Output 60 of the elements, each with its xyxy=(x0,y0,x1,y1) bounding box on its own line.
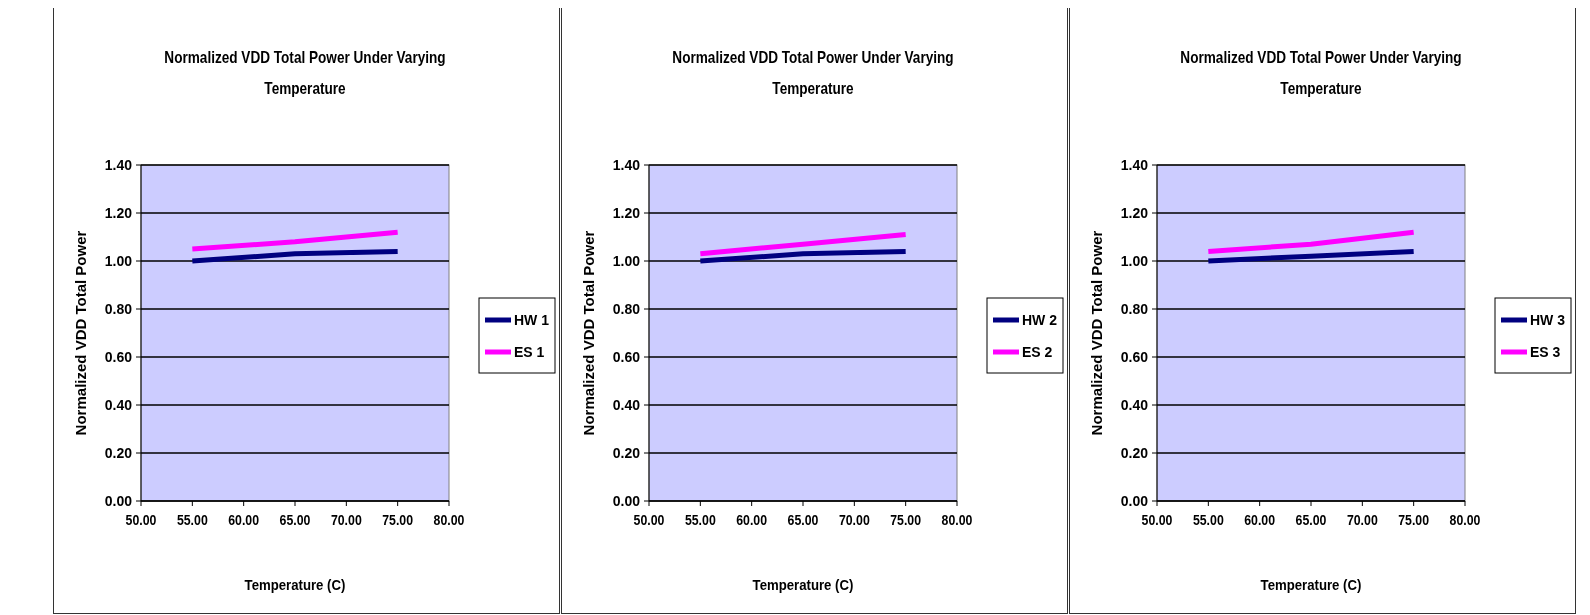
x-tick-label: 75.00 xyxy=(890,512,922,529)
x-axis-title: Temperature (C) xyxy=(244,576,346,594)
y-tick-label: 0.60 xyxy=(1120,348,1149,365)
y-tick-label: 1.20 xyxy=(1120,204,1149,221)
y-tick-label: 0.20 xyxy=(612,444,641,461)
x-tick-label: 60.00 xyxy=(1244,512,1276,529)
x-tick-label: 75.00 xyxy=(1398,512,1430,529)
chart-title: Normalized VDD Total Power Under Varying Temperature xyxy=(1180,48,1462,98)
y-tick-label: 0.00 xyxy=(1120,492,1149,509)
x-tick-label: 80.00 xyxy=(941,512,973,529)
x-tick-label: 80.00 xyxy=(433,512,465,529)
y-tick-label: 1.20 xyxy=(612,204,641,221)
legend-label: HW 3 xyxy=(1530,311,1566,328)
legend-label: HW 1 xyxy=(514,311,550,328)
x-tick-label: 65.00 xyxy=(787,512,819,529)
y-tick-label: 0.40 xyxy=(612,396,641,413)
x-tick-label: 55.00 xyxy=(684,512,716,529)
x-tick-label: 50.00 xyxy=(125,512,157,529)
y-tick-label: 1.00 xyxy=(104,252,133,269)
chart-title: Normalized VDD Total Power Under Varying Temperature xyxy=(672,48,954,98)
x-tick-label: 50.00 xyxy=(1141,512,1173,529)
y-axis-title: Normalized VDD Total Power xyxy=(72,230,89,436)
y-tick-label: 0.20 xyxy=(1120,444,1149,461)
legend-label: HW 2 xyxy=(1022,311,1058,328)
x-tick-label: 60.00 xyxy=(736,512,768,529)
y-tick-label: 1.00 xyxy=(1120,252,1149,269)
x-tick-label: 55.00 xyxy=(176,512,208,529)
y-tick-label: 0.20 xyxy=(104,444,133,461)
x-tick-label: 55.00 xyxy=(1192,512,1224,529)
legend-label: ES 2 xyxy=(1022,343,1053,360)
y-tick-label: 0.80 xyxy=(612,300,641,317)
y-tick-label: 0.80 xyxy=(1120,300,1149,317)
y-axis-title: Normalized VDD Total Power xyxy=(580,230,597,436)
y-tick-label: 1.20 xyxy=(104,204,133,221)
x-tick-label: 65.00 xyxy=(1295,512,1327,529)
y-tick-label: 1.40 xyxy=(612,156,641,173)
y-tick-label: 0.80 xyxy=(104,300,133,317)
y-tick-label: 0.60 xyxy=(104,348,133,365)
x-tick-label: 65.00 xyxy=(279,512,311,529)
y-tick-label: 1.40 xyxy=(104,156,133,173)
y-tick-label: 1.40 xyxy=(1120,156,1149,173)
x-tick-label: 70.00 xyxy=(838,512,870,529)
legend-label: ES 1 xyxy=(514,343,545,360)
x-tick-label: 70.00 xyxy=(330,512,362,529)
y-axis-title: Normalized VDD Total Power xyxy=(1088,230,1105,436)
x-tick-label: 60.00 xyxy=(228,512,260,529)
x-tick-label: 50.00 xyxy=(633,512,665,529)
legend-label: ES 3 xyxy=(1530,343,1561,360)
chart-title: Normalized VDD Total Power Under Varying Temperature xyxy=(164,48,446,98)
y-tick-label: 0.40 xyxy=(104,396,133,413)
x-tick-label: 70.00 xyxy=(1346,512,1378,529)
x-axis-title: Temperature (C) xyxy=(1260,576,1362,594)
y-tick-label: 1.00 xyxy=(612,252,641,269)
y-tick-label: 0.40 xyxy=(1120,396,1149,413)
y-tick-label: 0.60 xyxy=(612,348,641,365)
y-tick-label: 0.00 xyxy=(104,492,133,509)
x-tick-label: 80.00 xyxy=(1449,512,1481,529)
x-axis-title: Temperature (C) xyxy=(752,576,854,594)
x-tick-label: 75.00 xyxy=(382,512,414,529)
y-tick-label: 0.00 xyxy=(612,492,641,509)
